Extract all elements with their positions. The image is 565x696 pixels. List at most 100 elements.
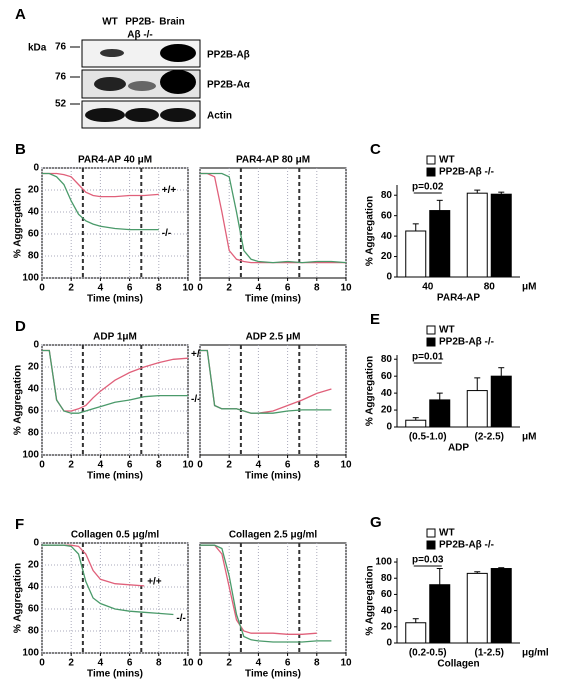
x-axis-label: Collagen — [437, 659, 479, 670]
x-tick-label: 0 — [39, 283, 45, 294]
chart-title: ADP 2.5 μM — [246, 332, 301, 343]
legend-label: WT — [439, 155, 455, 166]
y-tick-label: 20 — [381, 405, 393, 416]
legend-swatch — [426, 167, 436, 177]
bar — [405, 419, 427, 428]
trace-label: +/+ — [147, 577, 162, 588]
x-tick-label: 4 — [98, 283, 104, 294]
x-tick-label: 6 — [127, 658, 133, 669]
x-tick-label: 0 — [197, 658, 203, 669]
trace-line — [200, 172, 347, 264]
legend-swatch — [426, 528, 436, 538]
bar — [429, 399, 451, 428]
x-tick-label: 2 — [226, 460, 232, 471]
band — [160, 44, 196, 62]
x-tick-label: 4 — [256, 658, 262, 669]
y-tick-label: 40 — [381, 605, 393, 616]
legend-swatch — [426, 325, 436, 335]
legend-swatch — [426, 540, 436, 550]
y-tick-label: 100 — [22, 273, 39, 284]
lane-label: Brain — [159, 17, 185, 28]
y-tick-label: 0 — [386, 272, 392, 283]
plot-frame — [199, 542, 347, 654]
band — [160, 108, 196, 122]
x-tick-label: 40 — [422, 282, 434, 293]
x-tick-label: 8 — [156, 283, 162, 294]
lane-label: Aβ -/- — [127, 30, 153, 41]
y-axis-label: % Aggregation — [365, 196, 376, 266]
y-tick-label: 0 — [386, 422, 392, 433]
y-tick-label: 80 — [28, 428, 40, 439]
x-tick-label: 2 — [68, 283, 74, 294]
x-tick-label: 6 — [127, 283, 133, 294]
x-tick-label: 4 — [98, 658, 104, 669]
y-tick-label: 20 — [28, 362, 40, 373]
trace-line — [200, 172, 346, 264]
y-tick-label: 40 — [28, 582, 40, 593]
trace-line — [200, 544, 332, 643]
y-tick-label: 80 — [381, 190, 393, 201]
x-tick-label: (0.5-1.0) — [409, 432, 447, 443]
y-tick-label: 100 — [22, 648, 39, 659]
band — [125, 108, 159, 122]
y-tick-label: 60 — [381, 210, 393, 221]
chart-title: Collagen 2.5 μg/ml — [229, 530, 318, 541]
annotation: p=0.01 — [412, 352, 444, 363]
trace-line — [42, 544, 174, 616]
y-axis-label: % Aggregation — [13, 188, 24, 258]
x-tick-label: 0 — [39, 658, 45, 669]
trace-line — [200, 349, 332, 414]
x-axis-label: Time (mins) — [87, 294, 143, 305]
x-tick-label: 10 — [182, 460, 194, 471]
y-tick-label: 80 — [28, 251, 40, 262]
row-label: PP2B-Aα — [207, 80, 251, 91]
x-tick-label: 10 — [182, 658, 194, 669]
marker-label: 76 — [55, 72, 67, 83]
y-tick-label: 60 — [381, 589, 393, 600]
x-axis-label: ADP — [448, 443, 469, 454]
panel-label: F — [15, 516, 24, 533]
x-tick-label: 2 — [68, 460, 74, 471]
x-tick-label: 2 — [226, 658, 232, 669]
bar — [466, 572, 488, 644]
y-axis-label: % Aggregation — [365, 356, 376, 426]
y-tick-label: 0 — [33, 538, 39, 549]
x-tick-label: (2-2.5) — [475, 432, 504, 443]
x-tick-label: 10 — [340, 283, 352, 294]
x-tick-label: 6 — [285, 658, 291, 669]
unit-label: μg/ml — [522, 648, 549, 659]
trace-label: -/- — [176, 613, 185, 624]
y-tick-label: 100 — [22, 450, 39, 461]
trace-line — [42, 172, 159, 231]
panel-label: E — [370, 311, 380, 328]
x-tick-label: 8 — [314, 658, 320, 669]
x-tick-label: 6 — [285, 283, 291, 294]
y-axis-label: % Aggregation — [365, 565, 376, 635]
plot-frame — [41, 167, 189, 279]
x-tick-label: 8 — [314, 283, 320, 294]
x-axis-label: Time (mins) — [245, 294, 301, 305]
marker-label: 76 — [55, 42, 67, 53]
y-tick-label: 100 — [375, 557, 392, 568]
y-tick-label: 80 — [381, 573, 393, 584]
y-tick-label: 20 — [381, 251, 393, 262]
x-tick-label: 2 — [68, 658, 74, 669]
trace-line — [42, 172, 159, 198]
band — [85, 108, 125, 122]
unit-label: kDa — [28, 43, 47, 54]
row-label: PP2B-Aβ — [207, 50, 250, 61]
legend-label: PP2B-Aβ -/- — [439, 167, 494, 178]
x-tick-label: 2 — [226, 283, 232, 294]
legend-label: PP2B-Aβ -/- — [439, 540, 494, 551]
y-tick-label: 20 — [381, 621, 393, 632]
bar — [466, 192, 488, 278]
trace-label: -/- — [191, 394, 200, 405]
bar — [405, 230, 427, 278]
x-tick-label: 10 — [340, 658, 352, 669]
x-tick-label: (1-2.5) — [475, 648, 504, 659]
y-tick-label: 80 — [381, 354, 393, 365]
x-tick-label: (0.2-0.5) — [409, 648, 447, 659]
legend-label: PP2B-Aβ -/- — [439, 337, 494, 348]
